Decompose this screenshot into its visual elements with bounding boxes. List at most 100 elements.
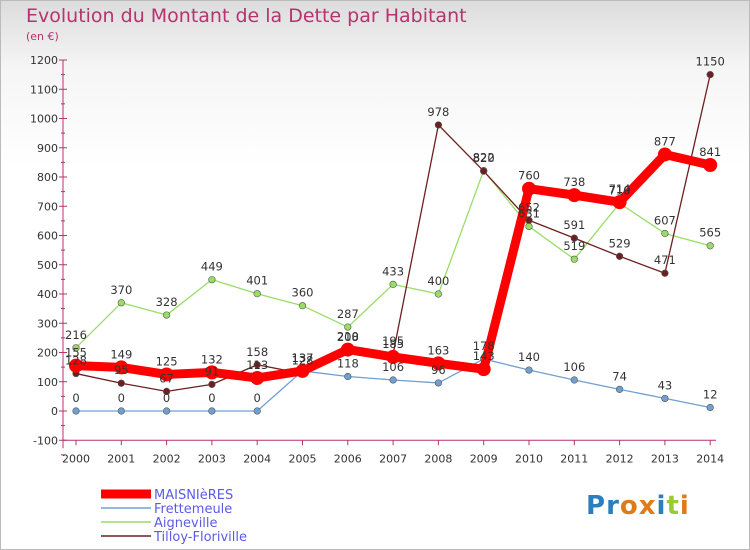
data-point — [570, 234, 578, 242]
data-point — [661, 229, 669, 238]
data-point — [163, 387, 171, 396]
data-point — [657, 147, 672, 162]
x-tick-label: 2001 — [107, 452, 135, 465]
data-point — [434, 379, 443, 387]
data-point — [204, 365, 219, 380]
y-tick-label: 900 — [37, 142, 58, 155]
data-label: 74 — [612, 369, 627, 383]
data-point — [706, 242, 714, 250]
data-point — [72, 344, 80, 352]
data-point — [163, 407, 171, 415]
data-label: 565 — [699, 226, 721, 240]
data-point — [661, 394, 669, 403]
data-label: 877 — [654, 134, 676, 148]
data-point — [389, 280, 397, 288]
data-point — [208, 380, 216, 388]
logo-letter: x — [638, 491, 657, 521]
logo-letter: i — [656, 491, 667, 521]
x-tick-label: 2009 — [470, 452, 498, 465]
data-label: 820 — [473, 151, 495, 165]
data-label: 738 — [563, 175, 585, 189]
data-label: 0 — [118, 391, 125, 405]
x-tick-label: 2008 — [424, 452, 452, 465]
data-label: 137 — [292, 351, 314, 365]
data-label: 216 — [65, 328, 87, 342]
data-label: 149 — [110, 347, 132, 361]
data-label: 631 — [518, 206, 540, 220]
logo-letter: t — [666, 491, 680, 521]
data-label: 978 — [427, 105, 449, 119]
data-label: 91 — [205, 364, 220, 378]
data-point — [208, 276, 216, 284]
chart-title: Evolution du Montant de la Dette par Hab… — [26, 5, 467, 27]
data-label: 760 — [518, 169, 540, 183]
data-label: 163 — [427, 343, 449, 357]
data-point — [159, 367, 174, 382]
data-point — [69, 358, 83, 373]
data-label: 96 — [431, 363, 446, 377]
data-point — [117, 379, 125, 387]
data-label: 471 — [654, 253, 676, 267]
data-label: 137 — [292, 351, 314, 365]
legend-label: Tilloy-Floriville — [153, 530, 247, 545]
x-tick-label: 2004 — [243, 452, 271, 465]
data-point — [525, 222, 533, 231]
data-label: 519 — [563, 239, 585, 253]
y-tick-label: 1100 — [30, 83, 58, 96]
data-label: 1150 — [696, 55, 725, 69]
data-point — [434, 121, 443, 129]
data-label: 195 — [382, 334, 404, 348]
data-point — [340, 342, 355, 357]
x-tick-label: 2002 — [153, 452, 181, 465]
data-point — [434, 290, 443, 298]
x-tick-label: 2011 — [560, 452, 588, 465]
x-tick-label: 2006 — [334, 452, 362, 465]
data-point — [570, 255, 578, 263]
x-tick-label: 2007 — [379, 452, 407, 465]
data-point — [386, 349, 401, 364]
data-label: 0 — [72, 391, 79, 405]
data-label: 0 — [254, 391, 261, 405]
data-point — [570, 376, 578, 384]
logo-letter: P — [586, 491, 607, 521]
data-label: 370 — [110, 283, 132, 297]
chart-subtitle: (en €) — [26, 30, 59, 43]
data-label: 433 — [382, 264, 404, 278]
data-point — [298, 302, 307, 310]
data-point — [480, 167, 488, 175]
y-tick-label: 0 — [51, 405, 58, 418]
data-label: 95 — [114, 363, 129, 377]
x-tick-label: 2000 — [62, 452, 90, 465]
data-label: 43 — [658, 378, 673, 392]
data-point — [522, 181, 536, 196]
proxiti-logo: Proxiti — [586, 491, 690, 521]
data-point — [163, 311, 171, 319]
data-point — [117, 407, 125, 415]
data-point — [476, 362, 491, 377]
data-point — [525, 366, 533, 374]
data-label: 113 — [246, 358, 268, 372]
data-label: 529 — [609, 236, 631, 250]
y-tick-label: 400 — [37, 288, 58, 301]
data-label: 208 — [337, 330, 359, 344]
data-label: 106 — [382, 360, 404, 374]
data-label: 125 — [156, 354, 178, 368]
data-point — [344, 372, 352, 381]
data-label: 449 — [201, 260, 223, 274]
data-label: 128 — [292, 354, 314, 368]
data-point — [208, 407, 216, 415]
data-label: 591 — [563, 218, 585, 232]
data-point — [344, 323, 352, 331]
legend-label: Frettemeule — [154, 502, 232, 517]
data-label: 185 — [382, 337, 404, 351]
y-tick-label: 700 — [37, 200, 58, 213]
data-point — [253, 407, 261, 415]
y-tick-label: -100 — [33, 434, 58, 447]
data-label: 106 — [563, 360, 585, 374]
data-label: 822 — [473, 151, 495, 165]
logo-letter: i — [679, 491, 690, 521]
data-label: 652 — [518, 200, 540, 214]
x-tick-label: 2014 — [696, 452, 724, 465]
y-tick-label: 800 — [37, 171, 58, 184]
